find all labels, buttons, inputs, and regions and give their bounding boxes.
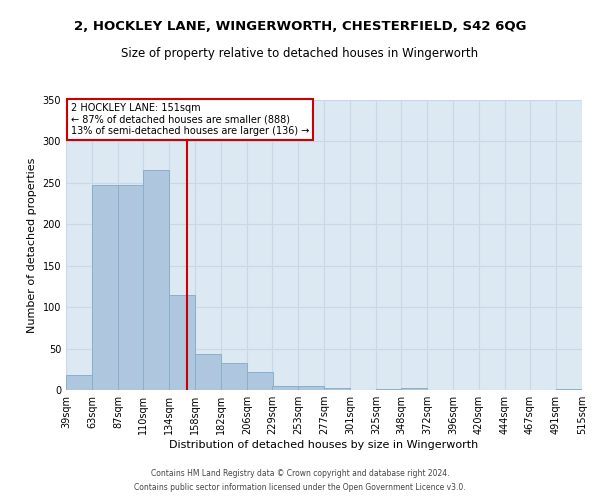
Text: 2, HOCKLEY LANE, WINGERWORTH, CHESTERFIELD, S42 6QG: 2, HOCKLEY LANE, WINGERWORTH, CHESTERFIE… xyxy=(74,20,526,33)
Bar xyxy=(247,372,273,390)
Bar xyxy=(556,389,582,390)
Bar xyxy=(324,388,350,390)
Text: Contains public sector information licensed under the Open Government Licence v3: Contains public sector information licen… xyxy=(134,484,466,492)
Bar xyxy=(221,364,247,390)
X-axis label: Distribution of detached houses by size in Wingerworth: Distribution of detached houses by size … xyxy=(169,440,479,450)
Bar xyxy=(401,388,427,390)
Text: Contains HM Land Registry data © Crown copyright and database right 2024.: Contains HM Land Registry data © Crown c… xyxy=(151,468,449,477)
Text: Size of property relative to detached houses in Wingerworth: Size of property relative to detached ho… xyxy=(121,48,479,60)
Bar xyxy=(143,170,169,390)
Bar xyxy=(195,354,221,390)
Bar xyxy=(66,375,92,390)
Bar xyxy=(376,389,402,390)
Bar xyxy=(272,386,298,390)
Text: 2 HOCKLEY LANE: 151sqm
← 87% of detached houses are smaller (888)
13% of semi-de: 2 HOCKLEY LANE: 151sqm ← 87% of detached… xyxy=(71,103,310,136)
Bar xyxy=(298,386,324,390)
Bar xyxy=(92,186,118,390)
Y-axis label: Number of detached properties: Number of detached properties xyxy=(27,158,37,332)
Bar xyxy=(169,294,195,390)
Bar xyxy=(118,184,144,390)
